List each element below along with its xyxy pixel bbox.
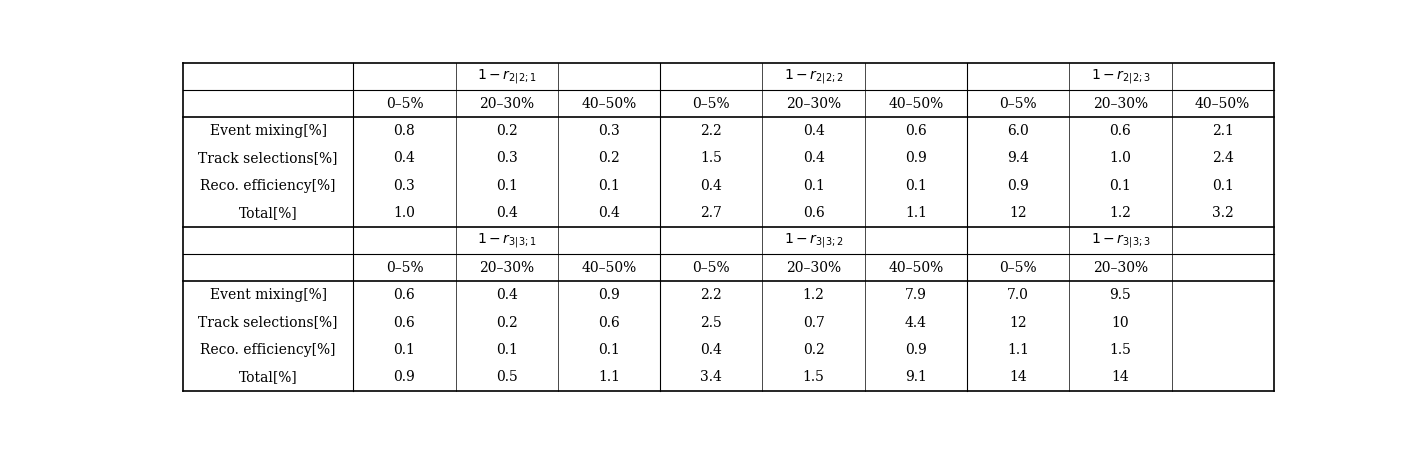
Text: 1.1: 1.1 (905, 206, 927, 220)
Text: 40–50%: 40–50% (888, 261, 944, 275)
Text: 1.1: 1.1 (1007, 343, 1029, 357)
Text: 0.3: 0.3 (495, 151, 518, 165)
Text: 6.0: 6.0 (1007, 124, 1029, 138)
Text: 9.5: 9.5 (1110, 288, 1131, 302)
Text: 0.6: 0.6 (1110, 124, 1131, 138)
Text: 0–5%: 0–5% (999, 261, 1037, 275)
Text: 7.9: 7.9 (905, 288, 927, 302)
Text: Track selections[%]: Track selections[%] (199, 151, 338, 165)
Text: 0.5: 0.5 (495, 370, 518, 384)
Text: 0.8: 0.8 (393, 124, 416, 138)
Text: 0.4: 0.4 (495, 206, 518, 220)
Text: 2.4: 2.4 (1212, 151, 1233, 165)
Text: 0.1: 0.1 (905, 179, 927, 193)
Text: 0.4: 0.4 (495, 288, 518, 302)
Text: 7.0: 7.0 (1007, 288, 1029, 302)
Text: 0.9: 0.9 (905, 343, 927, 357)
Text: 0.2: 0.2 (599, 151, 620, 165)
Text: 20–30%: 20–30% (480, 97, 535, 110)
Text: Reco. efficiency[%]: Reco. efficiency[%] (200, 343, 336, 357)
Text: 0.4: 0.4 (701, 179, 722, 193)
Text: 0.6: 0.6 (905, 124, 927, 138)
Text: 2.5: 2.5 (701, 316, 722, 330)
Text: 0.4: 0.4 (803, 124, 824, 138)
Text: $1-r_{3|3;1}$: $1-r_{3|3;1}$ (477, 231, 536, 250)
Text: $1-r_{2|2;3}$: $1-r_{2|2;3}$ (1091, 67, 1151, 85)
Text: 0.6: 0.6 (393, 316, 416, 330)
Text: 20–30%: 20–30% (786, 261, 841, 275)
Text: Total[%]: Total[%] (238, 370, 298, 384)
Text: Event mixing[%]: Event mixing[%] (210, 288, 326, 302)
Text: 0.9: 0.9 (393, 370, 416, 384)
Text: 0–5%: 0–5% (692, 97, 731, 110)
Text: 0.2: 0.2 (495, 316, 518, 330)
Text: 0.4: 0.4 (597, 206, 620, 220)
Text: 20–30%: 20–30% (786, 97, 841, 110)
Text: 2.7: 2.7 (701, 206, 722, 220)
Text: 2.2: 2.2 (701, 124, 722, 138)
Text: 10: 10 (1111, 316, 1130, 330)
Text: 0.6: 0.6 (599, 316, 620, 330)
Text: 0.1: 0.1 (495, 343, 518, 357)
Text: 0.4: 0.4 (701, 343, 722, 357)
Text: Event mixing[%]: Event mixing[%] (210, 124, 326, 138)
Text: 0.1: 0.1 (1212, 179, 1233, 193)
Text: 1.5: 1.5 (803, 370, 824, 384)
Text: 40–50%: 40–50% (582, 261, 637, 275)
Text: 20–30%: 20–30% (480, 261, 535, 275)
Text: Track selections[%]: Track selections[%] (199, 316, 338, 330)
Text: 12: 12 (1009, 206, 1027, 220)
Text: 14: 14 (1009, 370, 1027, 384)
Text: 0.9: 0.9 (905, 151, 927, 165)
Text: 20–30%: 20–30% (1093, 97, 1148, 110)
Text: 0.1: 0.1 (1110, 179, 1131, 193)
Text: 0.1: 0.1 (597, 343, 620, 357)
Text: 0.3: 0.3 (393, 179, 416, 193)
Text: 0.4: 0.4 (393, 151, 416, 165)
Text: 12: 12 (1009, 316, 1027, 330)
Text: 0–5%: 0–5% (999, 97, 1037, 110)
Text: $1-r_{3|3;3}$: $1-r_{3|3;3}$ (1091, 231, 1151, 250)
Text: 1.0: 1.0 (393, 206, 416, 220)
Text: 40–50%: 40–50% (582, 97, 637, 110)
Text: 40–50%: 40–50% (1195, 97, 1250, 110)
Text: 0.1: 0.1 (803, 179, 824, 193)
Text: $1-r_{3|3;2}$: $1-r_{3|3;2}$ (783, 231, 843, 250)
Text: 0–5%: 0–5% (692, 261, 731, 275)
Text: 3.4: 3.4 (701, 370, 722, 384)
Text: 20–30%: 20–30% (1093, 261, 1148, 275)
Text: 1.0: 1.0 (1110, 151, 1131, 165)
Text: 0.7: 0.7 (803, 316, 824, 330)
Text: 0.1: 0.1 (597, 179, 620, 193)
Text: 1.2: 1.2 (1110, 206, 1131, 220)
Text: 40–50%: 40–50% (888, 97, 944, 110)
Text: 0.1: 0.1 (393, 343, 416, 357)
Text: 1.5: 1.5 (701, 151, 722, 165)
Text: 14: 14 (1111, 370, 1130, 384)
Text: 0–5%: 0–5% (386, 97, 423, 110)
Text: 9.1: 9.1 (905, 370, 927, 384)
Text: $1-r_{2|2;1}$: $1-r_{2|2;1}$ (477, 67, 536, 85)
Text: 0–5%: 0–5% (386, 261, 423, 275)
Text: Reco. efficiency[%]: Reco. efficiency[%] (200, 179, 336, 193)
Text: 0.3: 0.3 (599, 124, 620, 138)
Text: Total[%]: Total[%] (238, 206, 298, 220)
Text: 1.1: 1.1 (597, 370, 620, 384)
Text: 0.4: 0.4 (803, 151, 824, 165)
Text: 0.2: 0.2 (803, 343, 824, 357)
Text: 3.2: 3.2 (1212, 206, 1233, 220)
Text: 0.1: 0.1 (495, 179, 518, 193)
Text: 0.9: 0.9 (1007, 179, 1029, 193)
Text: 0.9: 0.9 (599, 288, 620, 302)
Text: 0.6: 0.6 (803, 206, 824, 220)
Text: $1-r_{2|2;2}$: $1-r_{2|2;2}$ (783, 67, 843, 85)
Text: 1.2: 1.2 (803, 288, 824, 302)
Text: 1.5: 1.5 (1110, 343, 1131, 357)
Text: 0.2: 0.2 (495, 124, 518, 138)
Text: 0.6: 0.6 (393, 288, 416, 302)
Text: 2.2: 2.2 (701, 288, 722, 302)
Text: 2.1: 2.1 (1212, 124, 1233, 138)
Text: 9.4: 9.4 (1007, 151, 1029, 165)
Text: 4.4: 4.4 (905, 316, 927, 330)
